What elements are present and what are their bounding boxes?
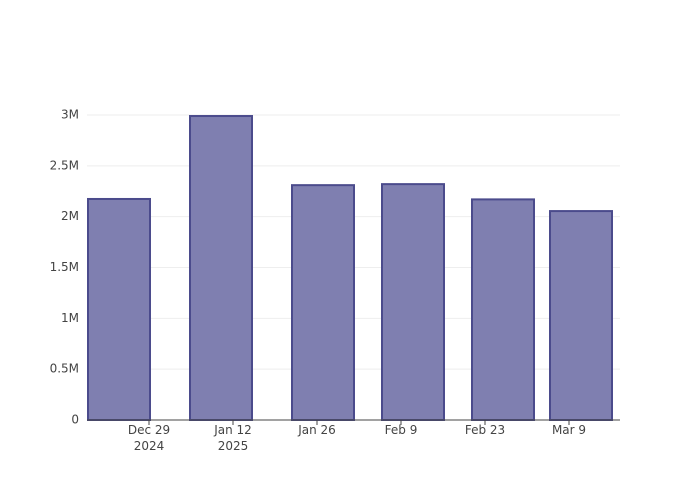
x-tick-label-line: Mar 9 bbox=[552, 423, 586, 437]
x-tick-label-line: Jan 26 bbox=[297, 423, 336, 437]
bar bbox=[549, 210, 613, 421]
x-tick-label-line: Dec 29 bbox=[128, 423, 170, 437]
x-tick-label-line: Feb 23 bbox=[465, 423, 505, 437]
y-tick-label: 2M bbox=[61, 209, 79, 223]
bar bbox=[471, 198, 535, 421]
y-tick-label: 1M bbox=[61, 311, 79, 325]
y-tick-label: 0 bbox=[71, 413, 79, 427]
x-tick-label: Feb 23 bbox=[465, 423, 505, 437]
x-tick-label: Jan 26 bbox=[297, 423, 336, 437]
x-tick-label: Dec 29 2024 bbox=[128, 423, 170, 453]
y-tick-label: 0.5M bbox=[50, 362, 79, 376]
y-tick-label: 2.5M bbox=[50, 158, 79, 172]
y-tick-label: 3M bbox=[61, 108, 79, 122]
x-tick-label-line: Feb 9 bbox=[385, 423, 418, 437]
y-tick-label: 1.5M bbox=[50, 260, 79, 274]
x-tick-label-line: Jan 12 bbox=[213, 423, 252, 437]
x-tick-label-line: 2025 bbox=[218, 439, 249, 453]
bar bbox=[291, 184, 355, 421]
x-tick-label: Feb 9 bbox=[385, 423, 418, 437]
bar bbox=[381, 183, 445, 421]
x-tick-label: Jan 12 2025 bbox=[213, 423, 252, 453]
x-tick-label: Mar 9 bbox=[552, 423, 586, 437]
bar bbox=[87, 197, 151, 421]
bar bbox=[189, 115, 253, 422]
x-tick-label-line: 2024 bbox=[134, 439, 165, 453]
